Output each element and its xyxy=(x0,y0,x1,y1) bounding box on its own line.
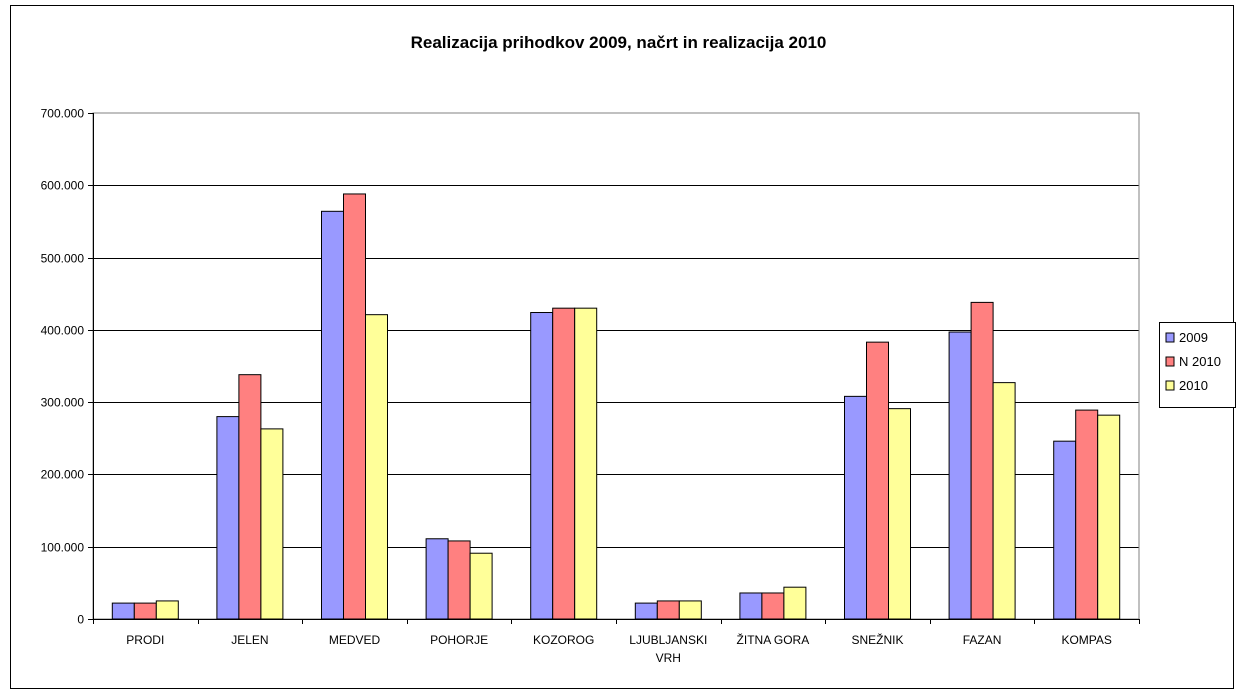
bar-2009 xyxy=(1053,440,1077,620)
legend-label: 2009 xyxy=(1179,330,1208,345)
bar-2010 xyxy=(678,600,702,620)
x-category-label: MEDVED xyxy=(329,633,381,647)
bar-2010 xyxy=(992,382,1016,620)
bar-n-2010 xyxy=(970,301,994,620)
x-category-label: FAZAN xyxy=(963,633,1002,647)
legend-swatch xyxy=(1165,356,1175,367)
x-axis: PRODI JELEN MEDVED POHORJE KOZOROG LJUBLJANSK… xyxy=(93,619,1140,665)
bar-2010 xyxy=(469,552,493,620)
bar-2009 xyxy=(634,602,658,620)
bar-2010 xyxy=(888,408,911,620)
bar-n-2010 xyxy=(866,341,889,620)
x-category-label: ŽITNA GORA xyxy=(737,632,810,647)
x-category-label: SNEŽNIK xyxy=(851,632,903,647)
bar-2009 xyxy=(321,210,344,620)
y-tick-label: 600.000 xyxy=(41,179,85,193)
bar-2009 xyxy=(111,602,135,620)
x-category-label: KOZOROG xyxy=(533,633,594,647)
chart-title: Realizacija prihodkov 2009, načrt in rea… xyxy=(410,33,827,52)
bar-2010 xyxy=(155,600,179,620)
bar-2009 xyxy=(739,592,763,620)
legend-label: N 2010 xyxy=(1179,354,1221,369)
bar-n-2010 xyxy=(552,307,576,620)
bar-2009 xyxy=(844,395,867,620)
x-category-label: LJUBLJANSKI xyxy=(629,633,707,647)
x-category-label: VRH xyxy=(656,651,681,665)
y-tick-label: 100.000 xyxy=(41,541,85,555)
chart-frame xyxy=(10,5,1234,689)
y-tick-label: 400.000 xyxy=(41,324,85,338)
legend-label: 2010 xyxy=(1179,378,1208,393)
y-tick-label: 700.000 xyxy=(41,107,85,121)
x-category-label: PRODI xyxy=(126,633,164,647)
x-category-label: POHORJE xyxy=(430,633,488,647)
bar-2009 xyxy=(948,331,972,620)
bar-n-2010 xyxy=(761,592,785,620)
bar-n-2010 xyxy=(133,602,157,620)
bar-2010 xyxy=(1097,414,1121,620)
bar-n-2010 xyxy=(1075,409,1099,620)
y-axis: 0 100.000 200.000 300.000 400.000 500.000 600.… xyxy=(41,107,94,627)
bar-n-2010 xyxy=(238,374,262,620)
legend-swatch xyxy=(1165,380,1175,391)
legend-swatch xyxy=(1165,332,1175,343)
y-tick-label: 0 xyxy=(77,613,84,627)
bar-2010 xyxy=(574,307,598,620)
bars xyxy=(111,193,1121,620)
bar-n-2010 xyxy=(447,540,471,620)
x-category-label: KOMPAS xyxy=(1061,633,1111,647)
y-tick-label: 200.000 xyxy=(41,468,85,482)
bar-n-2010 xyxy=(343,193,366,620)
y-tick-label: 500.000 xyxy=(41,252,85,266)
legend: 2009 N 2010 2010 xyxy=(1159,322,1236,408)
bar-2010 xyxy=(365,314,388,620)
x-category-label: JELEN xyxy=(231,633,268,647)
bar-2010 xyxy=(260,428,284,620)
bar-2009 xyxy=(216,416,240,620)
bar-2010 xyxy=(783,586,807,620)
bar-2009 xyxy=(425,538,449,620)
y-tick-label: 300.000 xyxy=(41,396,85,410)
bar-2009 xyxy=(530,312,554,620)
bar-n-2010 xyxy=(656,600,680,620)
